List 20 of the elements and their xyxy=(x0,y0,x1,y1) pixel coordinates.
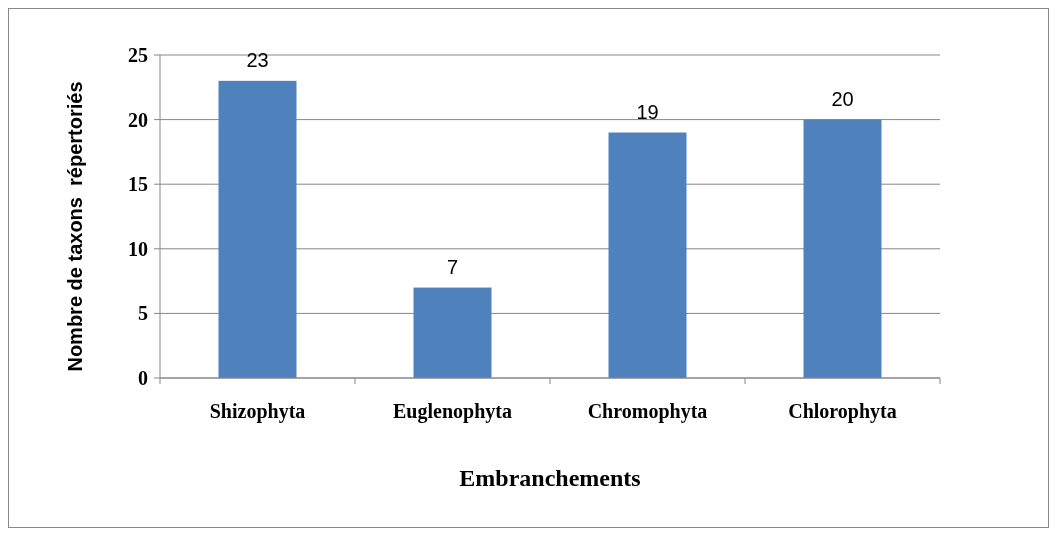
bar xyxy=(413,287,492,378)
x-tick-label: Euglenophyta xyxy=(393,400,512,423)
y-tick-label: 25 xyxy=(128,44,148,66)
y-tick-label: 5 xyxy=(138,302,148,325)
data-label: 23 xyxy=(246,48,269,71)
data-label: 19 xyxy=(636,100,659,123)
x-tick-label: Chlorophyta xyxy=(788,400,897,423)
data-label: 7 xyxy=(446,255,459,278)
data-label: 20 xyxy=(831,87,854,110)
x-axis-title: Embranchements xyxy=(459,465,641,491)
bar xyxy=(803,119,882,378)
bar xyxy=(218,80,297,378)
y-tick-label: 10 xyxy=(128,237,148,260)
y-tick-label: 20 xyxy=(128,108,148,131)
y-axis-title: Nombre de taxons répertoriés xyxy=(64,81,86,372)
bar xyxy=(608,132,687,378)
y-tick-label: 0 xyxy=(138,367,148,389)
x-tick-label: Chromophyta xyxy=(587,400,708,423)
x-tick-label: Shizophyta xyxy=(209,400,306,423)
y-tick-label: 15 xyxy=(128,173,148,196)
